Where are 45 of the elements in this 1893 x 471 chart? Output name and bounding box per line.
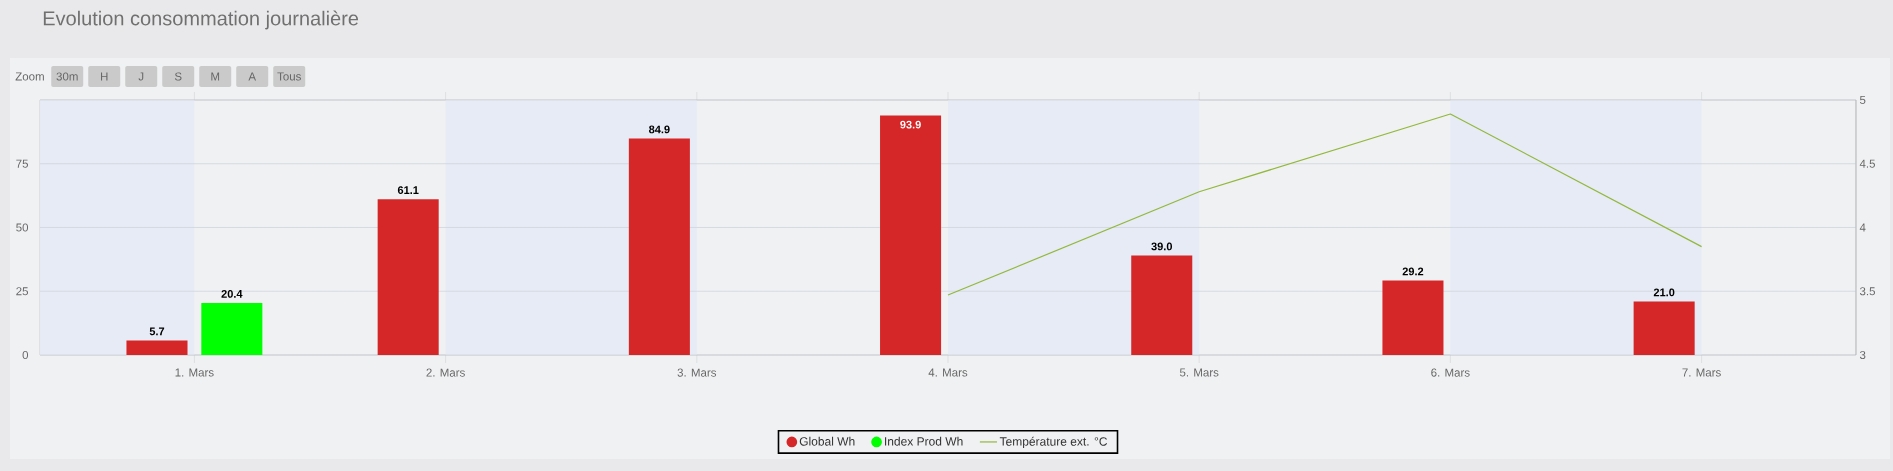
y2-tick-label: 5 [1859, 95, 1866, 104]
x-tick-label: 5. Mars [1179, 368, 1219, 377]
y2-tick-label: 4 [1859, 223, 1866, 232]
x-tick-label: 1. Mars [175, 368, 214, 377]
bar [377, 199, 439, 355]
y2-tick-label: 3.5 [1859, 287, 1875, 296]
chart-title: Evolution consommation journalière [43, 10, 359, 30]
data-label: 20.4 [221, 289, 243, 298]
bar [1382, 280, 1444, 355]
bar [126, 340, 188, 355]
text: M [211, 72, 220, 81]
data-label: 84.9 [649, 125, 670, 134]
data-label: 39.0 [1151, 242, 1172, 251]
text: Tous [277, 72, 301, 81]
bar [628, 138, 690, 355]
y-tick-label: 50 [16, 223, 29, 232]
line-series [947, 113, 1703, 296]
x-tick-label: 7. Mars [1682, 368, 1721, 377]
data-label: 93.9 [900, 120, 921, 129]
text: A [248, 72, 257, 81]
x-tick-label: 4. Mars [928, 368, 968, 377]
bar [201, 302, 263, 355]
y-tick-label: 75 [16, 159, 29, 168]
legend-label: Température ext. °C [999, 436, 1108, 449]
legend-label: Index Prod Wh [885, 436, 963, 446]
data-label: 21.0 [1653, 288, 1675, 297]
x-tick-label: 6. Mars [1431, 368, 1470, 377]
legend-label: Global Wh [799, 436, 855, 446]
bar [880, 115, 942, 355]
text: 30m [56, 72, 78, 81]
y-tick-label: 0 [22, 350, 29, 360]
data-label: 61.1 [397, 186, 419, 194]
y-tick-label: 25 [16, 287, 29, 296]
bar [1633, 301, 1695, 355]
text: J [138, 72, 144, 81]
x-tick-label: 3. Mars [677, 368, 717, 377]
x-tick-label: 2. Mars [426, 368, 465, 377]
text: Zoom [15, 72, 44, 81]
data-label: 29.2 [1402, 267, 1424, 276]
data-label: 5.7 [149, 327, 165, 336]
text: H [101, 72, 108, 81]
y2-tick-label: 4.5 [1859, 159, 1875, 168]
bar [1131, 255, 1193, 355]
y2-tick-label: 3 [1859, 350, 1866, 360]
text: S [174, 72, 182, 81]
